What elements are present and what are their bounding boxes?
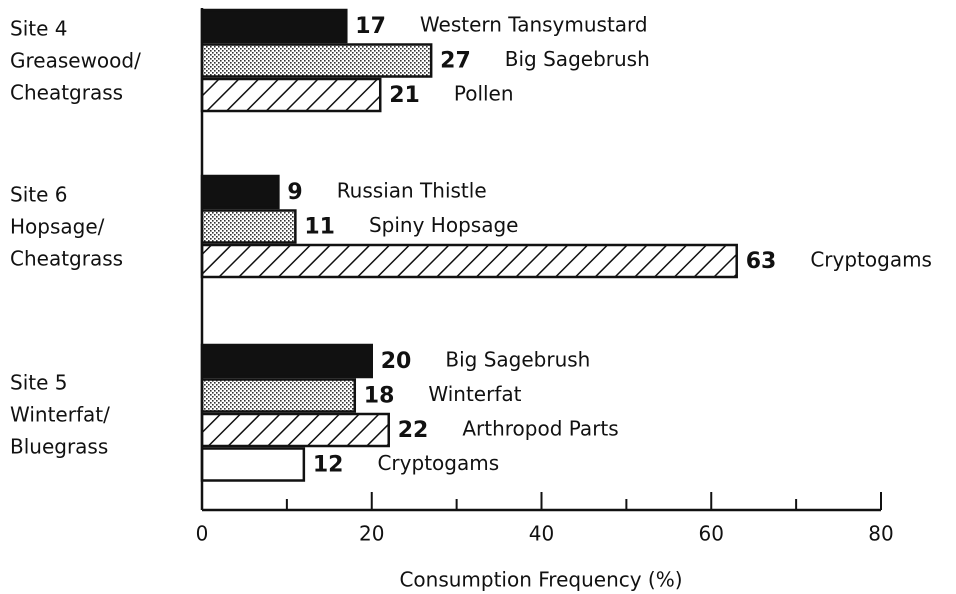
value-label: 11 (304, 215, 335, 240)
bar-name: Pollen (454, 82, 514, 106)
group-label: Bluegrass (10, 435, 108, 459)
x-tick-label: 60 (699, 522, 724, 546)
bar-name: Arthropod Parts (462, 417, 618, 441)
bar (200, 77, 382, 113)
x-tick-label: 40 (529, 522, 554, 546)
group-label: Site 4 (10, 16, 67, 40)
value-label: 27 (440, 49, 471, 74)
bar (200, 412, 390, 448)
group-label: Cheatgrass (10, 246, 123, 270)
value-label: 18 (364, 384, 395, 409)
bar-name: Big Sagebrush (505, 47, 650, 71)
group-label: Site 5 (10, 371, 67, 395)
value-label: 12 (313, 453, 344, 478)
bar-name: Cryptogams (810, 248, 932, 272)
group-label: Site 6 (10, 182, 67, 206)
x-tick-label: 20 (359, 522, 384, 546)
bar (200, 43, 433, 78)
value-label: 20 (381, 349, 412, 374)
value-label: 17 (355, 14, 386, 39)
group-label: Greasewood/ (10, 48, 141, 72)
group-label: Hopsage/ (10, 214, 105, 238)
bar (200, 343, 373, 379)
bar-name: Cryptogams (377, 451, 499, 475)
bar (200, 243, 738, 279)
bar (200, 174, 280, 210)
x-tick-label: 80 (868, 522, 893, 546)
bar-name: Winterfat (428, 382, 521, 406)
bar (200, 447, 306, 482)
bar (200, 209, 297, 244)
x-axis-label: Consumption Frequency (%) (399, 568, 682, 592)
bar-name: Western Tansymustard (420, 13, 648, 37)
bar-name: Big Sagebrush (445, 348, 590, 372)
bar (200, 8, 348, 44)
group-label: Winterfat/ (10, 403, 110, 427)
bar (200, 378, 357, 413)
x-tick-label: 0 (196, 522, 209, 546)
value-label: 9 (287, 180, 302, 205)
bar-name: Spiny Hopsage (369, 213, 518, 237)
value-label: 63 (746, 249, 777, 274)
value-label: 22 (398, 418, 429, 443)
bar-name: Russian Thistle (337, 179, 487, 203)
value-label: 21 (389, 83, 420, 108)
group-label: Cheatgrass (10, 80, 123, 104)
